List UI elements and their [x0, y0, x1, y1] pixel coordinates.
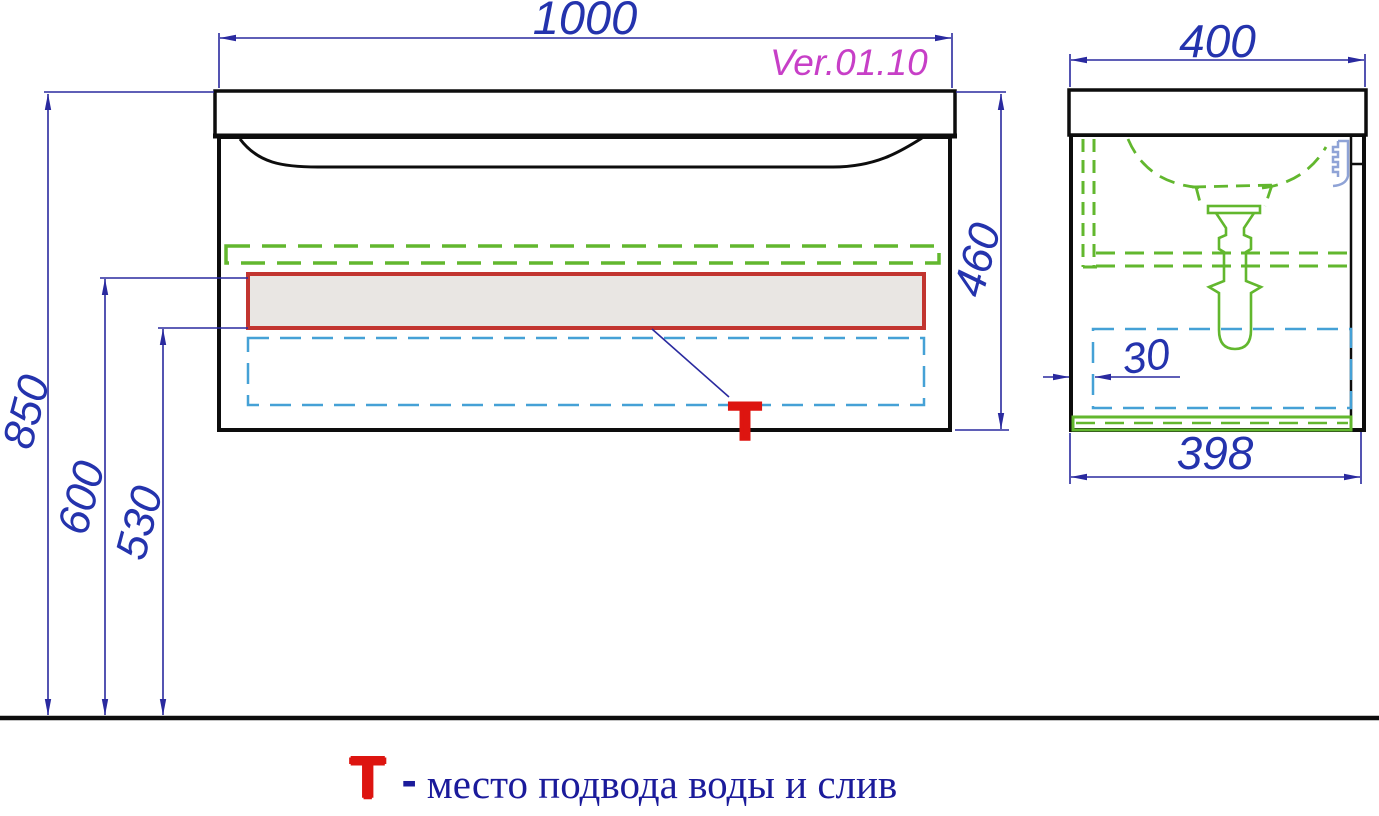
wall-mount-clip: [1331, 139, 1350, 188]
water-point-marker: Т: [729, 393, 761, 451]
drain-zone-blue-dashed: [246, 336, 926, 407]
legend: Т - место подвода воды и слив: [350, 746, 898, 811]
dimension-lines: [44, 33, 1366, 716]
basin-front-curve: [238, 136, 923, 169]
drawer-zone-green-dashed: [224, 244, 941, 265]
side-drain-zone-blue-dashed: [1091, 327, 1353, 410]
water-supply-zone-red: [246, 272, 926, 330]
dim-front-width-label: 1000: [532, 0, 638, 44]
legend-separator: -: [401, 754, 417, 807]
legend-water-symbol: Т: [350, 746, 386, 811]
version-label: Ver.01.10: [770, 42, 928, 83]
side-plinth-green: [1071, 415, 1353, 432]
side-siphon-green: [1206, 204, 1264, 351]
front-view-cabinet: [213, 89, 957, 432]
water-point-leader: [651, 328, 730, 398]
dim-side-depth-label: 400: [1179, 15, 1256, 67]
legend-description: место подвода воды и слив: [426, 761, 898, 808]
dim-side-bottom-depth-label: 398: [1176, 427, 1254, 479]
